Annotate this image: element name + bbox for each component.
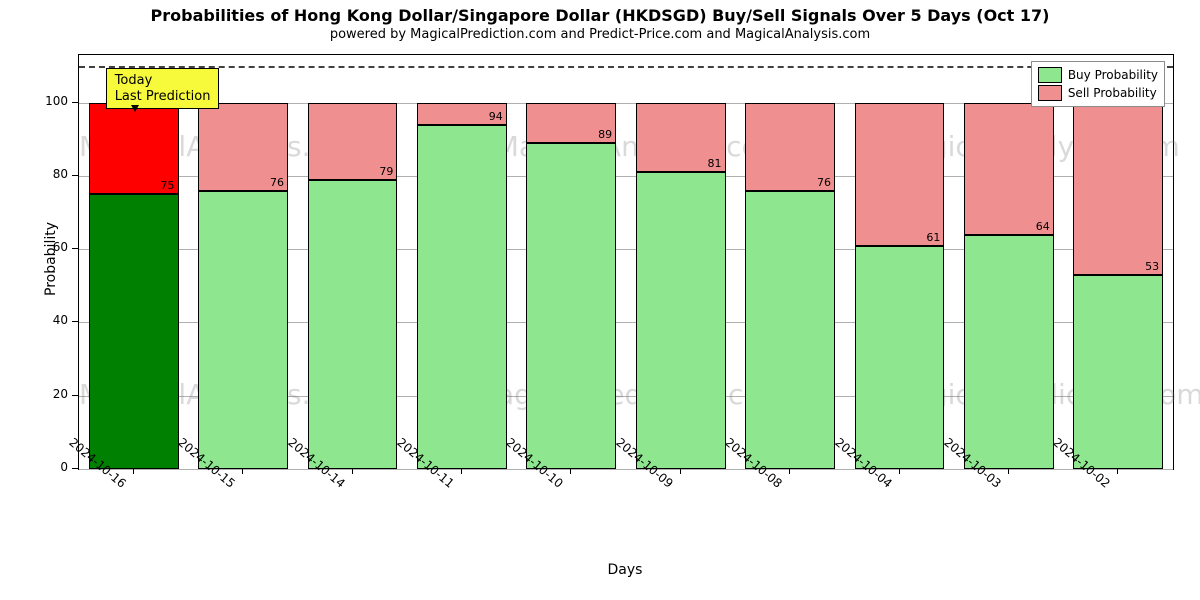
bar-group [526, 103, 616, 469]
gridline [79, 469, 1173, 470]
y-tick-mark [72, 102, 78, 103]
today-annotation: Today Last Prediction [106, 68, 220, 109]
bar-group [855, 103, 945, 469]
buy-bar [198, 191, 288, 469]
buy-bar [1073, 275, 1163, 469]
y-tick-mark [72, 175, 78, 176]
y-tick-mark [72, 468, 78, 469]
buy-value-label: 89 [598, 128, 612, 141]
x-tick-mark [899, 468, 900, 474]
bar-group [417, 103, 507, 469]
watermark: MagicalPrediction.com [473, 378, 788, 411]
sell-bar [1073, 103, 1163, 275]
y-tick-mark [72, 248, 78, 249]
buy-bar [417, 125, 507, 469]
legend-swatch-buy [1038, 67, 1062, 83]
y-tick-label: 0 [34, 460, 68, 474]
chart-title: Probabilities of Hong Kong Dollar/Singap… [0, 6, 1200, 25]
buy-value-label: 75 [161, 179, 175, 192]
buy-bar [308, 180, 398, 469]
y-tick-mark [72, 395, 78, 396]
x-tick-mark [133, 468, 134, 474]
buy-value-label: 76 [270, 176, 284, 189]
buy-value-label: 61 [926, 231, 940, 244]
x-axis-label: Days [525, 562, 725, 578]
legend-label-sell: Sell Probability [1068, 86, 1157, 100]
x-tick-mark [680, 468, 681, 474]
x-tick-mark [242, 468, 243, 474]
legend-label-buy: Buy Probability [1068, 68, 1158, 82]
buy-bar [745, 191, 835, 469]
buy-value-label: 76 [817, 176, 831, 189]
sell-bar [855, 103, 945, 246]
title-block: Probabilities of Hong Kong Dollar/Singap… [0, 6, 1200, 42]
y-tick-label: 40 [34, 313, 68, 327]
y-tick-label: 80 [34, 167, 68, 181]
reference-line [79, 66, 1173, 68]
buy-bar [964, 235, 1054, 469]
legend-item-sell: Sell Probability [1038, 84, 1158, 102]
x-tick-mark [1008, 468, 1009, 474]
buy-bar [855, 246, 945, 469]
y-tick-label: 100 [34, 94, 68, 108]
legend-item-buy: Buy Probability [1038, 66, 1158, 84]
x-tick-mark [461, 468, 462, 474]
buy-bar [89, 194, 179, 469]
bar-group [198, 103, 288, 469]
buy-bar [526, 143, 616, 469]
bar-group [308, 103, 398, 469]
plot-area: MagicalAnalysis.comMagicalAnalysis.comMa… [78, 54, 1174, 470]
buy-bar [636, 172, 726, 469]
x-tick-mark [1117, 468, 1118, 474]
buy-value-label: 53 [1145, 260, 1159, 273]
buy-value-label: 94 [489, 110, 503, 123]
x-tick-mark [570, 468, 571, 474]
y-axis-label: Probability [43, 222, 59, 296]
legend: Buy Probability Sell Probability [1031, 61, 1165, 107]
x-tick-mark [789, 468, 790, 474]
bar-group [964, 103, 1054, 469]
y-tick-mark [72, 321, 78, 322]
bar-group [745, 103, 835, 469]
buy-value-label: 81 [708, 157, 722, 170]
buy-value-label: 64 [1036, 220, 1050, 233]
bar-group [89, 103, 179, 469]
bar-group [1073, 103, 1163, 469]
buy-value-label: 79 [379, 165, 393, 178]
chart-container: Probabilities of Hong Kong Dollar/Singap… [0, 0, 1200, 600]
legend-swatch-sell [1038, 85, 1062, 101]
x-tick-mark [352, 468, 353, 474]
y-tick-label: 20 [34, 387, 68, 401]
chart-subtitle: powered by MagicalPrediction.com and Pre… [0, 27, 1200, 42]
sell-bar [964, 103, 1054, 235]
